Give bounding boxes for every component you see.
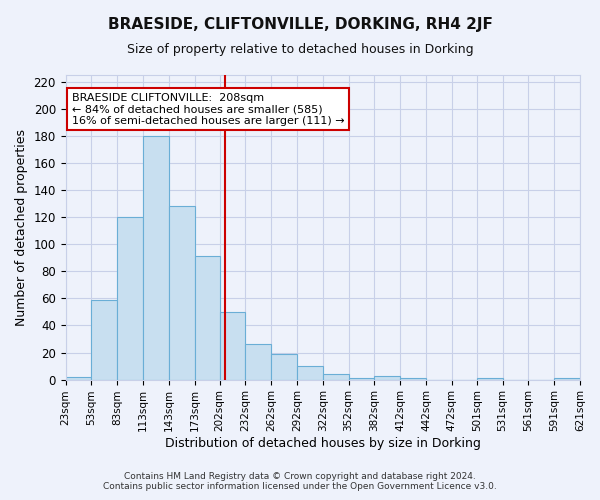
Bar xyxy=(349,378,374,380)
Text: Contains HM Land Registry data © Crown copyright and database right 2024.: Contains HM Land Registry data © Crown c… xyxy=(124,472,476,481)
Bar xyxy=(400,378,426,380)
Bar xyxy=(477,378,503,380)
Text: Contains public sector information licensed under the Open Government Licence v3: Contains public sector information licen… xyxy=(103,482,497,491)
Bar xyxy=(91,300,117,380)
Bar xyxy=(65,377,91,380)
Bar xyxy=(117,217,143,380)
Bar xyxy=(245,344,271,380)
Text: BRAESIDE CLIFTONVILLE:  208sqm
← 84% of detached houses are smaller (585)
16% of: BRAESIDE CLIFTONVILLE: 208sqm ← 84% of d… xyxy=(71,92,344,126)
Bar xyxy=(554,378,580,380)
Bar xyxy=(220,312,245,380)
Bar xyxy=(194,256,220,380)
Bar xyxy=(169,206,194,380)
Bar xyxy=(323,374,349,380)
Bar xyxy=(271,354,297,380)
X-axis label: Distribution of detached houses by size in Dorking: Distribution of detached houses by size … xyxy=(165,437,481,450)
Bar xyxy=(143,136,169,380)
Y-axis label: Number of detached properties: Number of detached properties xyxy=(15,129,28,326)
Text: Size of property relative to detached houses in Dorking: Size of property relative to detached ho… xyxy=(127,42,473,56)
Bar xyxy=(374,376,400,380)
Bar xyxy=(297,366,323,380)
Text: BRAESIDE, CLIFTONVILLE, DORKING, RH4 2JF: BRAESIDE, CLIFTONVILLE, DORKING, RH4 2JF xyxy=(107,18,493,32)
